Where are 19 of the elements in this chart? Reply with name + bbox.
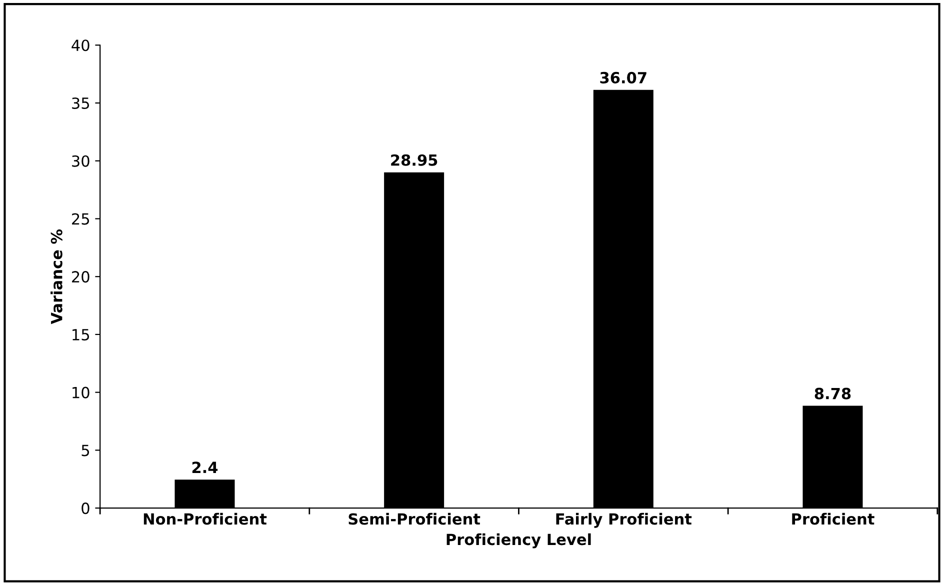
data-label: 28.95: [391, 154, 438, 166]
y-tick-label: 0: [82, 502, 90, 514]
x-tick-label: Non-Proficient: [144, 512, 267, 525]
data-label: 8.78: [814, 388, 851, 400]
x-tick-label: Fairly Proficient: [556, 512, 692, 528]
y-tick-label: 5: [82, 444, 90, 456]
y-tick-label: 20: [72, 271, 90, 283]
y-axis-title: Variance %: [50, 229, 62, 324]
x-tick-label: Proficient: [792, 512, 874, 525]
y-tick-label: 30: [72, 155, 90, 167]
y-tick-label: 10: [72, 386, 90, 398]
data-label: 2.4: [192, 462, 218, 473]
y-tick-label: 25: [72, 213, 90, 225]
x-axis-title: Proficiency Level: [446, 533, 591, 548]
y-tick-label: 40: [72, 40, 90, 52]
y-tick-label: 15: [72, 329, 90, 340]
x-tick-label: Semi-Proficient: [348, 512, 480, 525]
y-tick-label: 35: [72, 97, 90, 110]
data-label: 36.07: [600, 72, 646, 84]
